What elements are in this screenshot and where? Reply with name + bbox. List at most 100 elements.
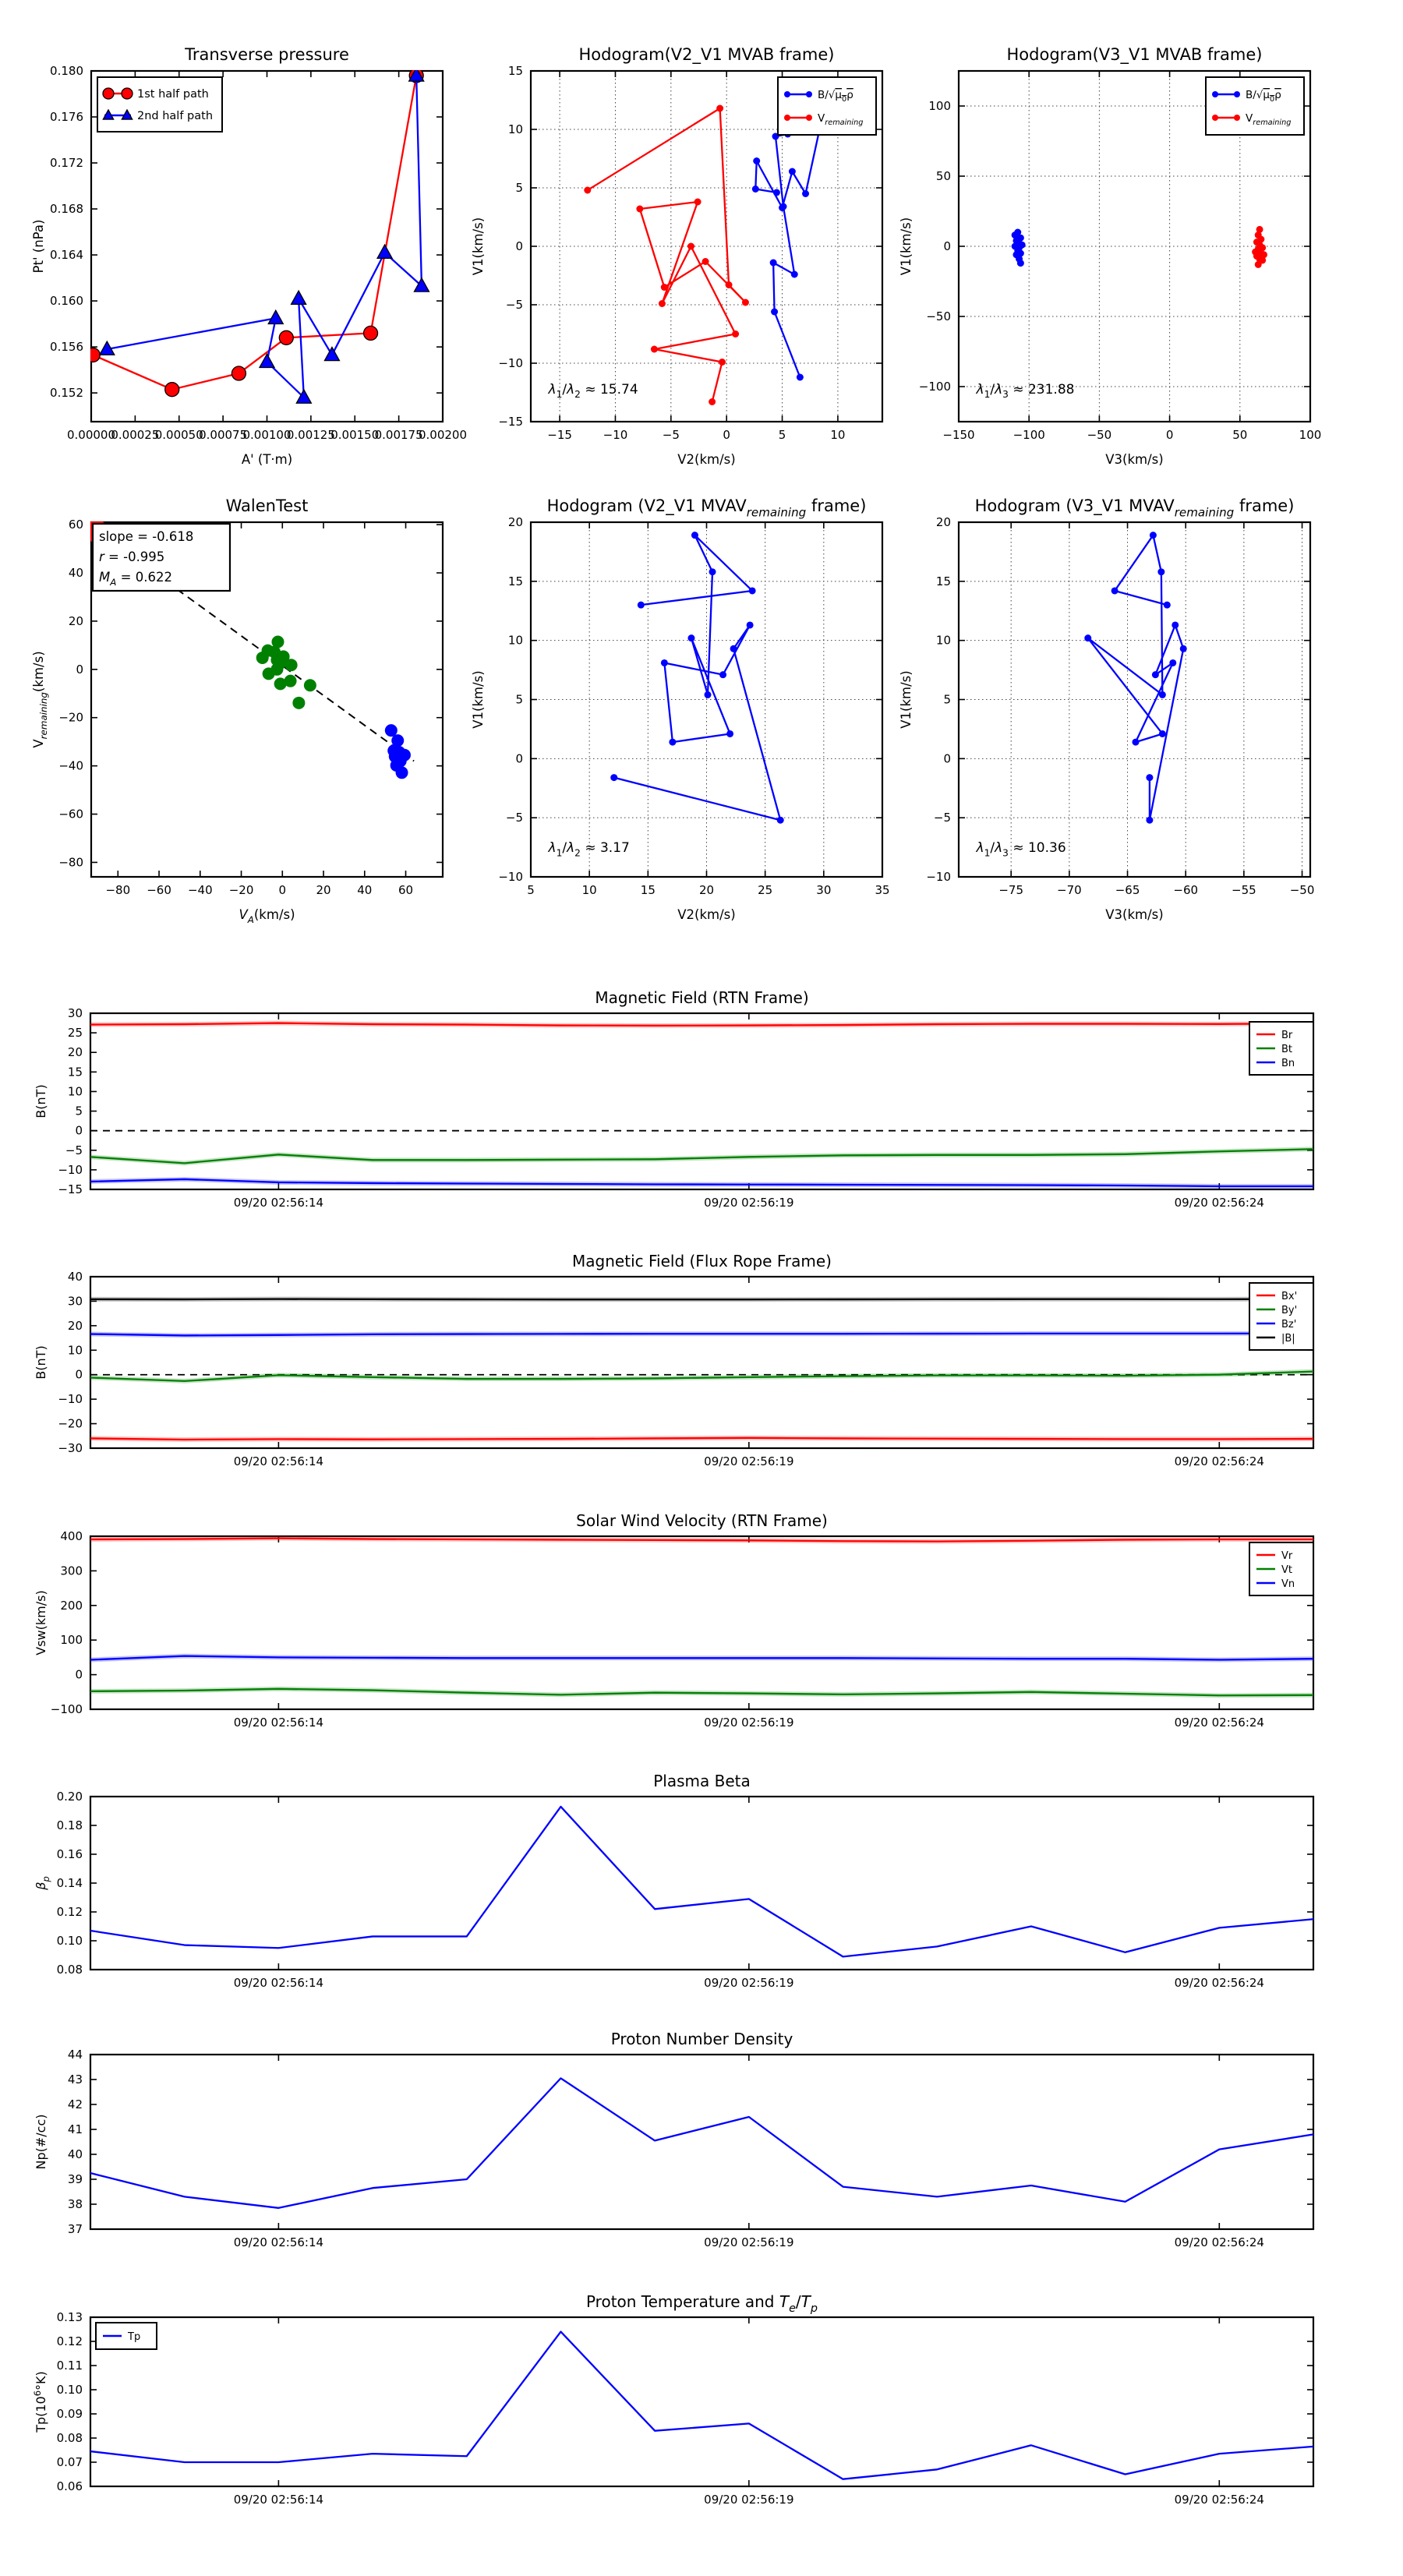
y-tick-label: 0.09 — [57, 2407, 83, 2421]
x-tick-label: 0.00125 — [287, 428, 335, 442]
y-tick-label: 20 — [69, 614, 83, 628]
data-point-marker — [1149, 532, 1157, 539]
legend-box — [777, 76, 877, 136]
tick-marks — [90, 1276, 1313, 1449]
data-point-marker — [384, 724, 398, 737]
x-tick-label: 10 — [582, 883, 597, 897]
y-tick-label: 50 — [936, 169, 951, 183]
x-tick-label: −15 — [547, 428, 572, 442]
y-tick-label: 0.20 — [57, 1790, 83, 1804]
y-tick-label: 0.12 — [57, 2334, 83, 2348]
tick-marks — [530, 521, 883, 878]
x-tick-label: 09/20 02:56:24 — [1175, 2235, 1264, 2249]
series-line-|B| — [90, 1298, 1314, 1301]
lambda-annotation: λ1/λ3 ≈ 231.88 — [976, 382, 1075, 400]
y-tick-label: 40 — [69, 566, 83, 580]
data-point-marker — [751, 186, 759, 193]
y-tick-label: 0 — [943, 239, 951, 253]
legend-entry-label: Bt — [1281, 1044, 1292, 1055]
series-line-Bx' — [90, 1436, 1314, 1441]
y-tick-label: 0 — [75, 1124, 83, 1138]
x-tick-label: 09/20 02:56:19 — [704, 2493, 793, 2507]
y-tick-label: −100 — [919, 380, 951, 394]
x-tick-label: 09/20 02:56:24 — [1175, 1196, 1264, 1210]
series-line-Bn — [90, 1178, 1313, 1188]
y-tick-label: 10 — [508, 634, 523, 648]
x-tick-label: 20 — [699, 883, 714, 897]
x-tick-label: −75 — [998, 883, 1023, 897]
panel-plasma-beta: 09/20 02:56:14 09/20 02:56:19 09/20 02:56:… — [34, 1772, 1315, 1990]
panel-solar-wind-velocity: 09/20 02:56:14 09/20 02:56:19 09/20 02:56:… — [34, 1511, 1315, 1730]
x-tick-label: 0 — [723, 428, 730, 442]
x-tick-label: 100 — [1299, 428, 1322, 442]
legend-entry-label: Vn — [1281, 1578, 1295, 1590]
data-point-marker — [718, 359, 726, 366]
legend: Br Bt Bn — [1249, 1021, 1314, 1076]
data-point-marker — [771, 308, 779, 316]
grid-lines — [530, 521, 883, 878]
data-point-marker — [1172, 621, 1179, 629]
legend-entry-label: Vt — [1281, 1564, 1292, 1576]
y-tick-label: 100 — [928, 99, 951, 113]
data-point-marker — [610, 774, 618, 782]
data-point-marker — [746, 621, 754, 629]
series-line-beta-p — [90, 1805, 1314, 1958]
y-tick-label: 400 — [60, 1529, 83, 1543]
series-markers-v-remaining — [1252, 225, 1267, 268]
data-point-marker — [1084, 634, 1092, 642]
data-point-marker — [1111, 587, 1119, 595]
panel-title: Hodogram(V3_V1 MVAB frame) — [1007, 45, 1263, 65]
y-tick-label: −5 — [506, 811, 523, 825]
series-line-Bt — [90, 1148, 1314, 1164]
x-axis-label: VA(km/s) — [239, 907, 295, 925]
legend-entry-label: B/√μ0ρ — [818, 89, 853, 104]
x-tick-label: −80 — [105, 883, 130, 897]
stats-line: MA = 0.622 — [99, 570, 172, 588]
y-axis-label: Pt' (nPa) — [31, 220, 46, 274]
x-tick-label: 09/20 02:56:24 — [1175, 1716, 1264, 1730]
data-point-marker — [1256, 225, 1263, 233]
data-point-marker — [784, 115, 790, 121]
tick-marks — [90, 1012, 1313, 1190]
series-markers-cluster-end — [384, 724, 411, 779]
y-tick-label: −40 — [58, 759, 83, 773]
y-tick-label: 0 — [75, 1368, 83, 1382]
y-tick-label: 15 — [68, 1065, 83, 1079]
y-tick-label: 0.180 — [50, 64, 83, 78]
data-point-marker — [784, 91, 790, 97]
panel-title: Proton Temperature and Te/Tp — [586, 2292, 818, 2315]
panel-title: Plasma Beta — [653, 1772, 751, 1790]
y-tick-label: −10 — [498, 356, 523, 370]
lambda-annotation: λ1/λ2 ≈ 3.17 — [548, 840, 630, 858]
data-point-marker — [277, 650, 290, 663]
x-tick-label: 5 — [779, 428, 786, 442]
data-point-marker — [271, 635, 284, 648]
y-tick-label: 0.13 — [57, 2310, 83, 2324]
tick-marks — [90, 1535, 1313, 1710]
y-tick-label: 0.14 — [57, 1876, 83, 1890]
lambda-annotation: λ1/λ3 ≈ 10.36 — [976, 840, 1066, 858]
x-axis-label: V2(km/s) — [677, 907, 735, 922]
x-tick-label: 09/20 02:56:14 — [234, 2235, 323, 2249]
y-tick-label: 20 — [68, 1045, 83, 1059]
data-point-marker — [725, 281, 733, 288]
y-axis-label: Vremaining(km/s) — [31, 651, 49, 747]
x-tick-label: −100 — [1013, 428, 1045, 442]
legend-entry-label: |B| — [1281, 1333, 1295, 1345]
tick-marks — [959, 521, 1310, 878]
x-tick-label: 0 — [1166, 428, 1174, 442]
data-point-marker — [323, 346, 341, 362]
axes-frame — [89, 2053, 1315, 2231]
data-point-marker — [303, 679, 316, 692]
y-tick-label: 25 — [68, 1026, 83, 1040]
legend-entry-label: Bz' — [1281, 1319, 1296, 1330]
y-tick-label: −10 — [58, 1392, 83, 1406]
data-point-marker — [687, 634, 695, 642]
series-markers-b-over-sqrt-mu0rho — [751, 108, 827, 381]
data-point-marker — [391, 734, 405, 747]
x-tick-label: −55 — [1232, 883, 1256, 897]
axes-frame — [89, 1275, 1315, 1450]
data-point-marker — [732, 330, 740, 337]
data-point-marker — [258, 352, 276, 369]
